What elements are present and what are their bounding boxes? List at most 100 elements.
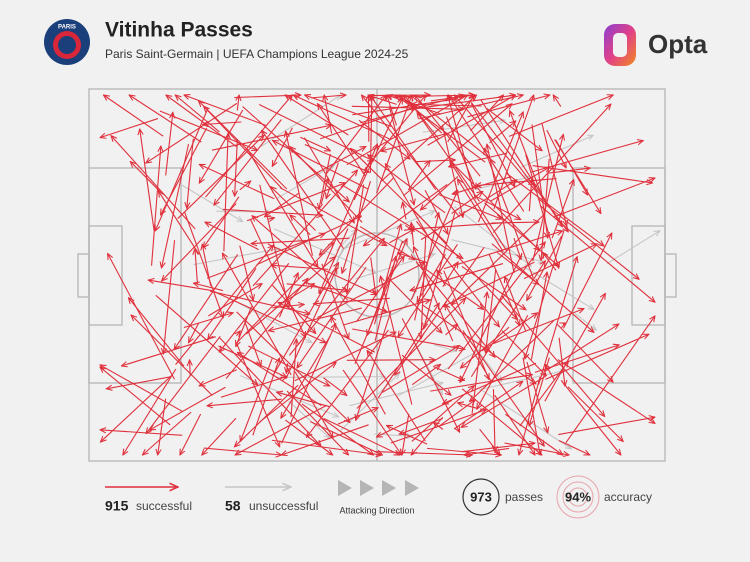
successful-pass: [106, 376, 172, 389]
successful-pass: [461, 375, 547, 427]
successful-pass: [387, 95, 397, 126]
successful-pass: [403, 104, 512, 197]
successful-pass: [277, 392, 330, 408]
successful-pass: [279, 187, 387, 246]
successful-pass: [146, 102, 238, 163]
successful-pass: [464, 447, 510, 455]
successful-pass: [146, 335, 221, 433]
successful-pass: [273, 141, 369, 190]
accuracy-label: accuracy: [604, 490, 652, 504]
successful-pass: [560, 380, 621, 455]
successful-pass: [461, 388, 542, 455]
successful-pass: [271, 439, 382, 455]
successful-pass: [370, 257, 376, 296]
successful-pass: [374, 450, 472, 455]
successful-pass: [470, 320, 555, 402]
successful-pass: [281, 424, 369, 455]
successful-pass: [362, 95, 460, 218]
successful-pass: [407, 95, 516, 111]
subtitle: Paris Saint-Germain | UEFA Champions Lea…: [105, 47, 409, 61]
successful-pass: [130, 162, 161, 193]
successful-pass: [236, 311, 350, 423]
successful-pass: [183, 313, 233, 329]
successful-pass: [415, 160, 455, 162]
successful-pass: [454, 95, 538, 194]
successful-pass: [245, 257, 335, 335]
successful-pass: [354, 239, 407, 364]
successful-pass: [367, 240, 404, 335]
successful-pass: [501, 295, 605, 416]
successful-pass: [353, 98, 402, 201]
successful-pass: [367, 350, 426, 442]
successful-pass: [486, 108, 542, 151]
successful-pass: [399, 417, 444, 434]
successful-pass: [285, 95, 349, 136]
successful-pass: [246, 147, 318, 267]
unsuccessful-pass: [341, 211, 435, 251]
successful-pass: [175, 245, 274, 365]
successful-pass: [205, 95, 293, 198]
successful-pass: [161, 127, 208, 215]
successful-pass: [111, 136, 196, 230]
successful-pass: [442, 262, 458, 288]
successful-pass: [489, 121, 516, 144]
successful-pass: [355, 256, 404, 323]
successful-pass: [151, 146, 161, 266]
successful-pass: [471, 292, 487, 414]
successful-pass: [415, 261, 495, 358]
successful-pass: [410, 263, 504, 291]
successful-pass: [519, 361, 569, 427]
successful-pass: [204, 106, 283, 190]
successful-pass: [268, 218, 274, 219]
successful-pass: [400, 95, 443, 134]
successful-pass: [380, 276, 413, 405]
successful-pass: [209, 290, 310, 314]
successful-pass: [439, 400, 476, 427]
successful-pass: [470, 261, 545, 378]
successful-pass: [414, 213, 439, 321]
successful-pass: [123, 368, 177, 455]
successful-pass: [166, 95, 237, 147]
successful-pass: [281, 323, 336, 444]
successful-pass: [193, 283, 224, 292]
successful-pass: [313, 297, 390, 303]
successful-pass: [422, 266, 483, 309]
successful-pass: [202, 244, 212, 286]
successful-pass: [398, 244, 458, 337]
successful-pass: [481, 313, 538, 352]
unsuccessful-pass: [479, 370, 566, 391]
successful-pass: [100, 430, 183, 436]
passes-label: passes: [505, 490, 543, 504]
successful-pass: [505, 172, 604, 246]
successful-pass: [553, 178, 655, 218]
unsuccessful-pass: [277, 164, 335, 199]
successful-pass: [557, 359, 655, 424]
successful-pass: [373, 224, 401, 325]
successful-pass: [385, 164, 428, 236]
successful-pass: [203, 122, 242, 124]
successful-pass: [538, 257, 578, 385]
successful-pass: [272, 284, 315, 333]
successful-pass: [175, 95, 220, 133]
successful-pass: [356, 310, 392, 420]
successful-pass: [225, 278, 308, 379]
successful-pass: [554, 139, 601, 213]
successful-pass: [346, 360, 435, 361]
successful-pass: [359, 226, 415, 260]
successful-pass: [326, 162, 339, 199]
pass-arrows: [100, 95, 660, 455]
successful-pass: [158, 191, 200, 255]
successful-pass: [545, 324, 619, 372]
successful-pass: [331, 316, 386, 415]
successful-pass: [427, 95, 516, 146]
successful-pass: [504, 442, 569, 455]
successful-pass: [252, 170, 357, 287]
successful-pass: [223, 133, 228, 252]
successful-pass: [342, 369, 402, 455]
successful-pass: [252, 216, 349, 301]
successful-pass: [523, 244, 597, 280]
successful-pass: [442, 362, 537, 404]
successful-pass: [401, 354, 451, 395]
successful-pass: [158, 398, 167, 455]
successful-pass: [214, 119, 282, 206]
